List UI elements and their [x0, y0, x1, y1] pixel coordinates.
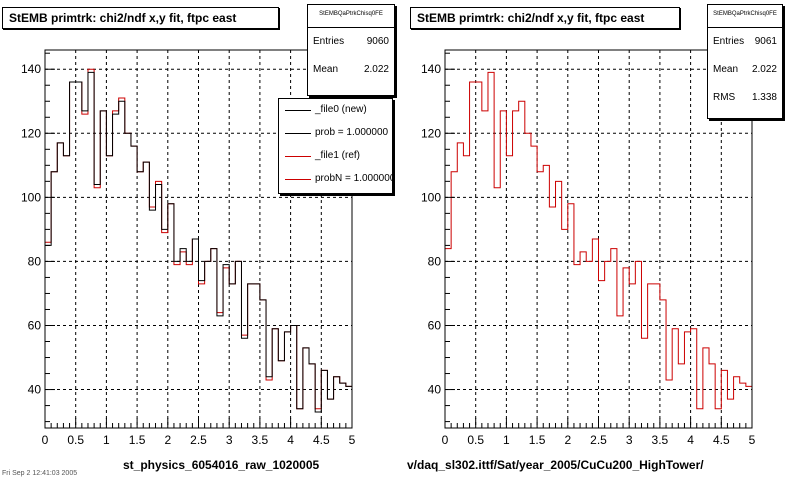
- stats-histogram-name: StEMBQaPtrkChisq0FE: [308, 5, 394, 28]
- legend-line-icon: [285, 110, 311, 111]
- x-tick-label: 0: [42, 433, 49, 447]
- x-tick-label: 1.5: [529, 433, 546, 447]
- legend-label: _file0 (new): [315, 104, 367, 115]
- panel-1-legend: _file0 (new) prob = 1.000000 _file1 (ref…: [278, 98, 393, 194]
- stats-value: 9060: [366, 36, 389, 47]
- x-tick-label: 2: [164, 433, 171, 447]
- x-tick-label: 1.5: [129, 433, 146, 447]
- panel-1-stats-box: StEMBQaPtrkChisq0FE Entries 9060 Mean 2.…: [307, 4, 395, 96]
- x-tick-label: 3: [226, 433, 233, 447]
- panel-2-caption: v/daq_sl302.ittf/Sat/year_2005/CuCu200_H…: [407, 458, 704, 472]
- x-tick-label: 4.5: [713, 433, 730, 447]
- legend-line-icon: [285, 133, 311, 134]
- legend-label: _file1 (ref): [315, 150, 361, 161]
- stats-row-mean: Mean 2.022: [308, 56, 394, 84]
- legend-entry: _file1 (ref): [279, 145, 392, 168]
- legend-entry: _file0 (new): [279, 99, 392, 122]
- stats-label: Mean: [713, 64, 739, 75]
- plot-panel-1: 0 0.5 1 1.5 2 2.5 3 3.5 4 4.5 5 40 60 80 100 120 140: [21, 49, 356, 447]
- stats-row-entries: Entries 9060: [308, 28, 394, 56]
- x-tick-label: 3.5: [252, 433, 269, 447]
- legend-label: probN = 1.000000: [315, 173, 393, 184]
- stats-label: Mean: [313, 64, 339, 75]
- x-tick-label: 1: [103, 433, 110, 447]
- x-tick-label: 5: [349, 433, 356, 447]
- panel-2-stats-box: StEMBQaPtrkChisq0FE Entries 9061 Mean 2.…: [707, 4, 783, 119]
- stats-label: RMS: [713, 92, 736, 103]
- legend-label: prob = 1.000000: [315, 127, 389, 138]
- x-tick-label: 3.5: [652, 433, 669, 447]
- timestamp-footer: Fri Sep 2 12:41:03 2005: [2, 470, 78, 477]
- y-tick-label: 60: [28, 318, 42, 332]
- histogram-series: [44, 71, 352, 428]
- legend-entry: probN = 1.000000: [279, 168, 392, 191]
- panel-2-title: StEMB primtrk: chi2/ndf x,y fit, ftpc ea…: [410, 7, 680, 29]
- legend-entry: prob = 1.000000: [279, 122, 392, 145]
- stats-row-entries: Entries 9061: [708, 28, 782, 56]
- y-tick-label: 120: [421, 126, 441, 140]
- stats-label: Entries: [313, 36, 345, 47]
- stats-row-rms: RMS 1.338: [708, 84, 782, 112]
- x-tick-label: 4: [687, 433, 694, 447]
- plot-panel-2: 0 0.5 1 1.5 2 2.5 3 3.5 4 4.5 5 40 60 80 100 120 140: [421, 49, 756, 447]
- x-tick-label: 1: [503, 433, 510, 447]
- y-tick-label: 80: [428, 254, 442, 268]
- y-tick-label: 80: [28, 254, 42, 268]
- stats-histogram-name: StEMBQaPtrkChisq0FE: [708, 5, 782, 28]
- legend-line-icon: [285, 179, 311, 180]
- stats-value: 2.022: [363, 64, 389, 75]
- stats-value: 2.022: [751, 64, 777, 75]
- y-tick-label: 140: [421, 62, 441, 76]
- stats-value: 9061: [754, 36, 777, 47]
- panel-1-caption: st_physics_6054016_raw_1020005: [123, 458, 320, 472]
- y-tick-label: 140: [21, 62, 41, 76]
- x-tick-label: 3: [626, 433, 633, 447]
- y-tick-label: 100: [21, 190, 41, 204]
- panel-1-title: StEMB primtrk: chi2/ndf x,y fit, ftpc ea…: [2, 7, 279, 29]
- stats-label: Entries: [713, 36, 745, 47]
- y-tick-label: 40: [28, 383, 42, 397]
- y-tick-label: 40: [428, 383, 442, 397]
- x-tick-label: 2.5: [590, 433, 607, 447]
- x-tick-label: 4.5: [313, 433, 330, 447]
- x-tick-label: 0.5: [67, 433, 84, 447]
- x-tick-label: 4: [287, 433, 294, 447]
- x-tick-label: 5: [749, 433, 756, 447]
- legend-line-icon: [285, 156, 311, 157]
- stats-value: 1.338: [751, 92, 777, 103]
- x-tick-label: 0: [442, 433, 449, 447]
- y-tick-label: 120: [21, 126, 41, 140]
- x-tick-label: 2: [564, 433, 571, 447]
- y-tick-label: 100: [421, 190, 441, 204]
- x-tick-label: 2.5: [190, 433, 207, 447]
- histogram-series: [444, 71, 752, 428]
- x-tick-label: 0.5: [467, 433, 484, 447]
- y-tick-label: 60: [428, 318, 442, 332]
- stats-row-mean: Mean 2.022: [708, 56, 782, 84]
